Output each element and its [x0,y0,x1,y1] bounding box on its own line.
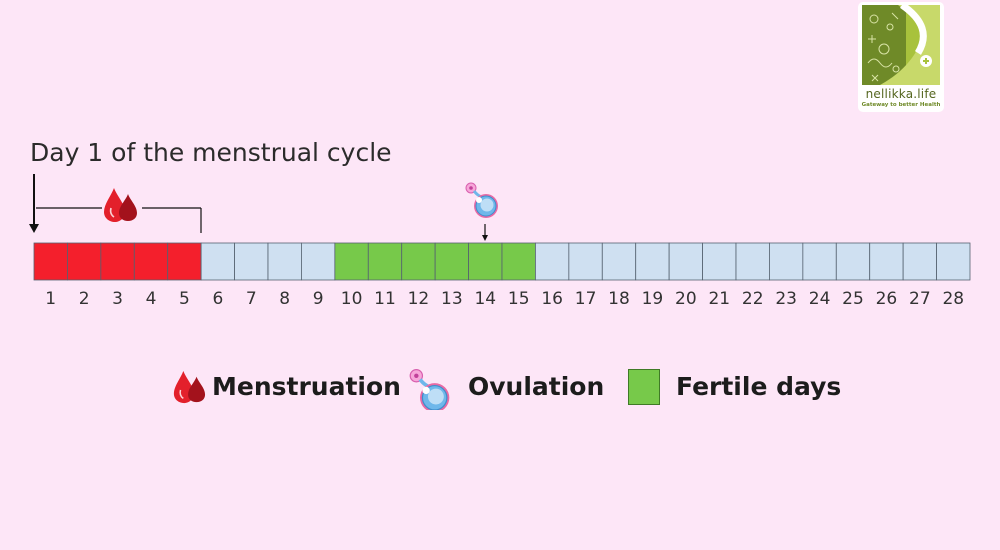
day-cell-other [835,242,871,281]
day-cell-fertile [434,242,469,281]
day-label: 1 [45,289,56,309]
day-label: 9 [313,289,324,309]
legend-item-ovulation: Ovulation [402,366,604,415]
day-cell-menstruation [133,242,169,281]
cycle-diagram: 1 2 3 4 5 6 7 8 9 10 11 12 13 14 15 16 17 18 19 20 21 22 23 24 2… [29,174,971,309]
day-label: 12 [408,289,430,309]
day-cell-other [869,242,904,281]
day-cell-other [668,242,703,281]
ovum-icon [464,181,500,220]
day-label: 8 [279,289,290,309]
day-cell-other [535,242,570,281]
blood-drop-icon [103,187,138,223]
day-label: 27 [909,289,931,309]
day-label: 17 [575,289,597,309]
day-label: 5 [179,289,190,309]
day-cell-fertile [468,242,503,281]
day-cell-other [936,242,971,281]
day-label: 21 [708,289,730,309]
day-label: 24 [809,289,831,309]
legend-item-menstruation: Menstruation [172,366,401,410]
blood-drop-icon [173,370,206,404]
green-square-icon [628,369,660,405]
logo-emblem-icon [862,5,940,85]
day-label: 3 [112,289,123,309]
day-cell-other [769,242,804,281]
day-label: 11 [374,289,396,309]
logo: nellikka.life Gateway to better Health [858,2,944,112]
day-cell-menstruation [100,242,135,281]
legend-label-fertile: Fertile days [676,372,842,401]
day-label: 4 [146,289,157,309]
legend: Menstruation Ovulation Fertile days [0,366,1000,415]
page-title: Day 1 of the menstrual cycle [30,138,392,167]
day-label: 18 [608,289,630,309]
day-cell-other [601,242,637,281]
ovum-icon [408,367,452,415]
day-label: 13 [441,289,463,309]
day-label: 26 [876,289,898,309]
day-cell-fertile [367,242,403,281]
day-label: 16 [541,289,563,309]
day-cell-other [200,242,235,281]
legend-label-ovulation: Ovulation [468,372,605,401]
ovulation-arrow [482,224,488,241]
day-cell-other [702,242,737,281]
day-label: 23 [775,289,797,309]
day-label: 15 [508,289,530,309]
day-label: 7 [246,289,257,309]
day-cell-menstruation [33,242,68,281]
day-one-arrow [29,174,39,233]
day-label: 6 [212,289,223,309]
day-cell-other [735,242,770,281]
day-label: 28 [942,289,964,309]
day-cell-other [802,242,837,281]
menstruation-bracket [36,207,202,233]
day-label: 25 [842,289,864,309]
legend-label-menstruation: Menstruation [212,372,401,401]
day-cell-other [568,242,603,281]
day-label: 20 [675,289,697,309]
day-cell-fertile [501,242,536,281]
day-label: 22 [742,289,764,309]
logo-name: nellikka.life [865,87,937,101]
logo-tagline: Gateway to better Health [861,102,941,108]
day-cell-other [902,242,937,281]
day-cell-other [635,242,670,281]
day-label: 14 [474,289,496,309]
day-cell-menstruation [167,242,202,281]
day-cell-other [301,242,336,281]
day-label: 10 [341,289,363,309]
day-cell-other [234,242,269,281]
day-cell-fertile [334,242,369,281]
day-cell-menstruation [67,242,102,281]
day-label: 19 [642,289,664,309]
day-cell-other [267,242,302,281]
day-label: 2 [79,289,90,309]
day-cell-fertile [401,242,436,281]
